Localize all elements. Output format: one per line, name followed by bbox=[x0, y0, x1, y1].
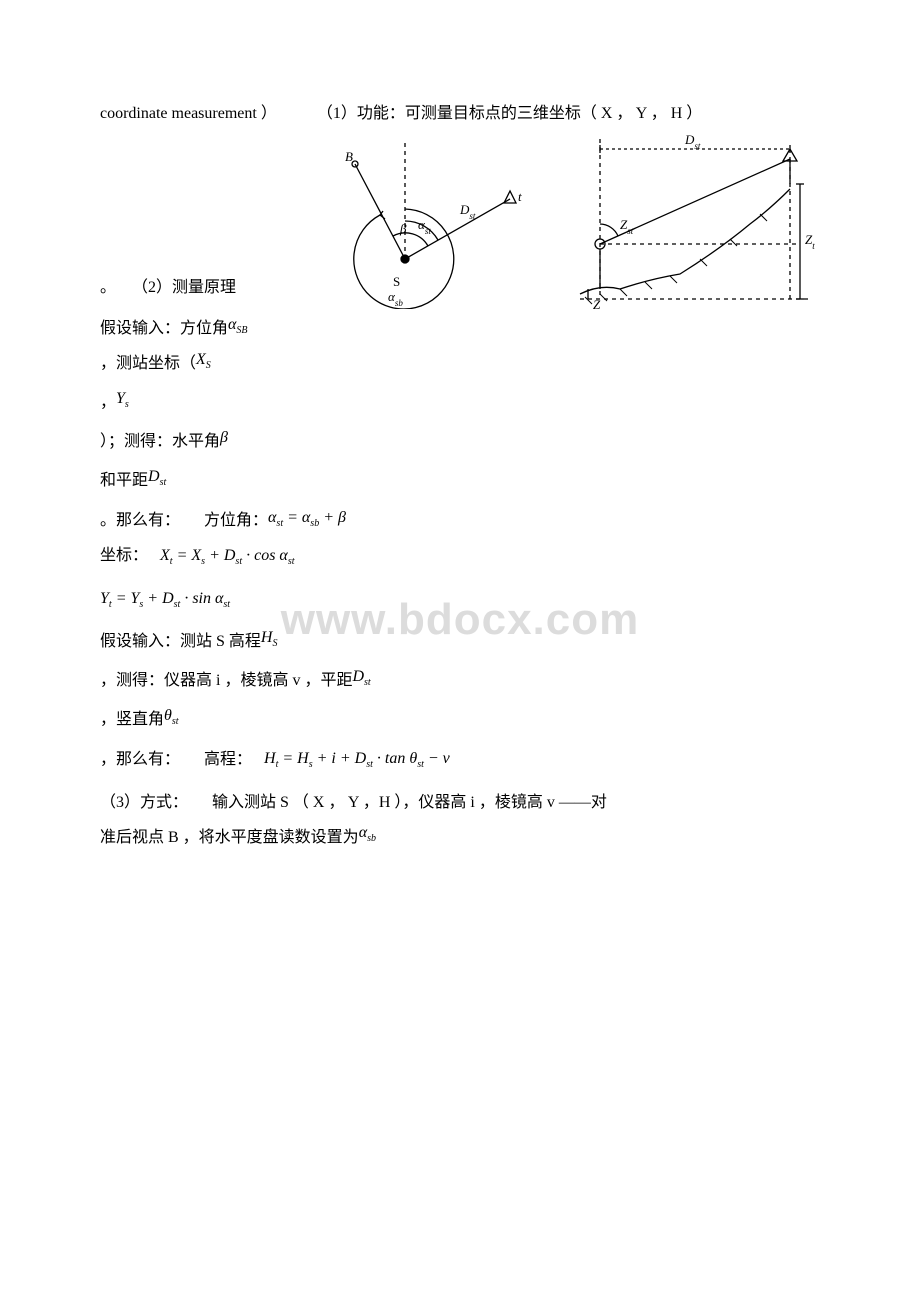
ys-row: ， Ys bbox=[100, 389, 820, 418]
hping-row: 和平距 Dst bbox=[100, 467, 820, 496]
eq-yt: Yt = Ys + Dst · sin αst bbox=[100, 585, 230, 614]
Dst-symbol: Dst bbox=[148, 463, 166, 492]
method-line2-text: 准后视点 B ，将水平度盘读数设置为 bbox=[100, 824, 359, 853]
coord-xt-row: 坐标： Xt = Xs + Dst · cos αst bbox=[100, 542, 820, 571]
measure-inst-label: ，测得：仪器高 i ，棱镜高 v ，平距 bbox=[100, 667, 352, 696]
survey-diagram: B β αst S αsb Dst t bbox=[300, 129, 820, 309]
method-line1-row: （3）方式： 输入测站 S （ X ， Y ，H ），仪器高 i ，棱镜高 v … bbox=[100, 789, 820, 818]
Xs-symbol: XS bbox=[196, 346, 211, 375]
document-page: coordinate measurement ） （1）功能：可测量目标点的三维… bbox=[0, 0, 920, 919]
measure-inst-row: ，测得：仪器高 i ，棱镜高 v ，平距 Dst bbox=[100, 667, 820, 696]
diagram-label-beta: β bbox=[399, 221, 407, 236]
assume-azimuth-row: 假设输入：方位角 αSB bbox=[100, 315, 820, 344]
station-coord-row: ，测站坐标（ XS bbox=[100, 350, 820, 379]
diagram-label-Dst-left: Dst bbox=[459, 202, 476, 221]
vert-angle-row: ，竖直角 θst bbox=[100, 706, 820, 735]
then-azimuth-label: 。那么有： 方位角： bbox=[100, 507, 268, 536]
beta-symbol: β bbox=[220, 424, 228, 453]
header-line: coordinate measurement ） （1）功能：可测量目标点的三维… bbox=[100, 100, 820, 129]
diagram-label-t: t bbox=[518, 189, 522, 204]
measure-hangle-label: ）；测得：水平角 bbox=[100, 428, 220, 457]
method-line2-row: 准后视点 B ，将水平度盘读数设置为 αsb bbox=[100, 823, 820, 852]
assume-azimuth-label: 假设输入：方位角 bbox=[100, 315, 228, 344]
diagram-label-Zs: Zs bbox=[593, 297, 604, 309]
diagram-label-alpha-st: αst bbox=[418, 217, 431, 236]
diagram-label-Dst-top: Dst bbox=[684, 132, 701, 151]
coord-meas-text: coordinate measurement ） bbox=[100, 100, 277, 129]
Hs-symbol: HS bbox=[261, 624, 278, 653]
then-azimuth-row: 。那么有： 方位角： αst = αsb + β bbox=[100, 506, 820, 535]
hping-label: 和平距 bbox=[100, 467, 148, 496]
then-elev-label: ，那么有： 高程： bbox=[100, 746, 252, 775]
diagram-label-alpha-sb: αsb bbox=[388, 289, 403, 308]
Dst-symbol-2: Dst bbox=[352, 663, 370, 692]
assume-station-h-row: 假设输入：测站 S 高程 HS bbox=[100, 628, 820, 657]
coord-label: 坐标： bbox=[100, 542, 148, 571]
diagram-label-S: S bbox=[393, 274, 400, 289]
diagram-label-Zst: Zst bbox=[620, 217, 634, 236]
diagram-and-principle-row: 。 （2）测量原理 bbox=[100, 129, 820, 309]
vert-angle-label: ，竖直角 bbox=[100, 706, 164, 735]
assume-station-h-label: 假设输入：测站 S 高程 bbox=[100, 628, 261, 657]
principle-prefix: 。 （2）测量原理 bbox=[100, 274, 236, 309]
Ys-symbol: Ys bbox=[116, 385, 129, 414]
alpha-sb-symbol-2: αsb bbox=[359, 819, 376, 848]
function-text: （1）功能：可测量目标点的三维坐标（ X ， Y ， H ） bbox=[317, 100, 702, 129]
eq-azimuth: αst = αsb + β bbox=[268, 504, 346, 533]
eq-ht: Ht = Hs + i + Dst · tan θst − v bbox=[264, 745, 450, 774]
comma-prefix: ， bbox=[100, 389, 116, 418]
principle-text: 。 （2）测量原理 bbox=[100, 279, 236, 296]
eq-xt: Xt = Xs + Dst · cos αst bbox=[160, 542, 294, 571]
station-coord-label: ，测站坐标（ bbox=[100, 350, 196, 379]
coord-yt-row: Yt = Ys + Dst · sin αst bbox=[100, 585, 820, 614]
measure-hangle-row: ）；测得：水平角 β bbox=[100, 428, 820, 457]
then-elev-row: ，那么有： 高程： Ht = Hs + i + Dst · tan θst − … bbox=[100, 745, 820, 774]
theta-st-symbol: θst bbox=[164, 702, 179, 731]
diagram-label-B: B bbox=[345, 149, 353, 164]
diagram-label-Zt: Zt bbox=[805, 232, 815, 251]
method-line1-text: （3）方式： 输入测站 S （ X ， Y ，H ），仪器高 i ，棱镜高 v … bbox=[100, 789, 607, 818]
alpha-SB-symbol: αSB bbox=[228, 311, 248, 340]
